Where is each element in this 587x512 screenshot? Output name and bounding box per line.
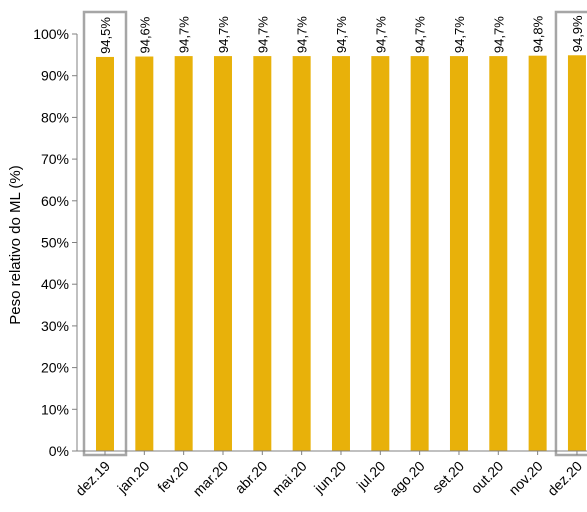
- data-label: 94,7%: [216, 16, 231, 53]
- data-label: 94,7%: [177, 16, 192, 53]
- y-tick-label: 50%: [41, 235, 69, 251]
- bar: [96, 56, 114, 452]
- bar: [135, 56, 154, 451]
- data-label: 94,7%: [452, 16, 467, 53]
- bar: [331, 56, 350, 451]
- y-tick-label: 10%: [41, 401, 69, 417]
- y-tick-label: 80%: [41, 109, 69, 125]
- bar: [489, 56, 508, 451]
- x-tick-label: dez.19: [72, 458, 113, 499]
- y-tick-label: 0%: [49, 443, 69, 459]
- bar: [528, 55, 547, 452]
- data-label: 94,7%: [373, 16, 388, 53]
- y-tick-label: 30%: [41, 318, 69, 334]
- x-tick-label: mai.20: [269, 458, 310, 499]
- y-tick-label: 60%: [41, 193, 69, 209]
- bar: [371, 56, 390, 451]
- data-label: 94,7%: [491, 16, 506, 53]
- x-tick-label: nov.20: [505, 458, 545, 498]
- data-labels: 94,5% 94,6% 94,7% 94,7% 94,7% 94,7% 94,7% 94,7%…: [98, 15, 585, 54]
- data-label: 94,7%: [413, 16, 428, 53]
- bar: [174, 56, 193, 451]
- x-tick-label: jan.20: [113, 458, 152, 497]
- bar: [567, 55, 586, 451]
- x-tick-label: jul.20: [353, 458, 389, 494]
- bar: [213, 56, 232, 451]
- y-tick-label: 70%: [41, 151, 69, 167]
- y-tick-label: 90%: [41, 68, 69, 84]
- data-label: 94,6%: [137, 16, 152, 53]
- data-label: 94,7%: [334, 16, 349, 53]
- x-tick-label: out.20: [468, 458, 507, 497]
- bar: [253, 56, 272, 451]
- data-label: 94,5%: [98, 17, 113, 54]
- bar: [410, 56, 429, 451]
- data-label: 94,8%: [531, 15, 546, 52]
- y-axis-title: Peso relativo do ML (%): [7, 165, 24, 325]
- y-tick-label: 20%: [41, 360, 69, 376]
- y-tick-label: 100%: [33, 26, 69, 42]
- x-tick-label: fev.20: [154, 458, 192, 496]
- x-tick-label: ago.20: [386, 458, 428, 500]
- x-tick-label: mar.20: [190, 458, 232, 500]
- data-label: 94,7%: [295, 16, 310, 53]
- bar: [449, 56, 468, 451]
- bar: [292, 56, 311, 451]
- x-tick-label: set.20: [429, 458, 467, 496]
- y-tick-label: 40%: [41, 276, 69, 292]
- y-axis: 0% 10% 20% 30% 40% 50% 60% 70% 80% 90% 100%: [33, 26, 78, 459]
- bars: [96, 55, 586, 452]
- x-tick-label: jun.20: [310, 458, 349, 497]
- x-tick-label: abr.20: [232, 458, 271, 497]
- x-tick-label: dez.20: [544, 458, 585, 499]
- data-label: 94,9%: [570, 15, 585, 52]
- data-label: 94,7%: [255, 16, 270, 53]
